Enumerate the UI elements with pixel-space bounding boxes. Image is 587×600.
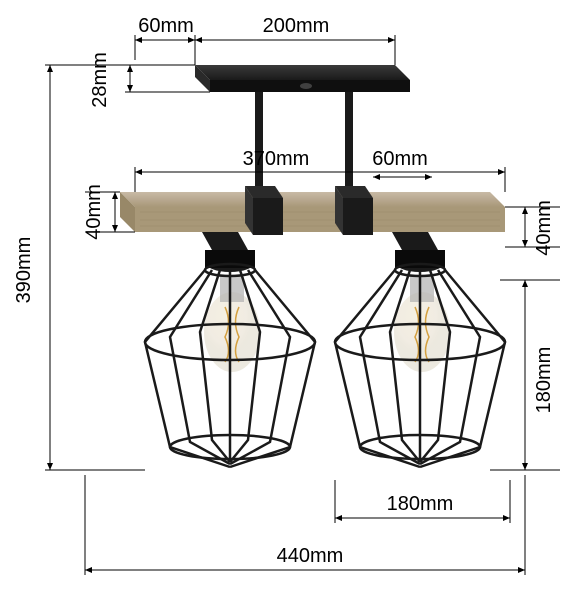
- dim-180mm-h: 180mm: [533, 347, 555, 414]
- dim-370mm: 370mm: [243, 148, 310, 170]
- dimension-labels: 60mm 200mm 28mm 370mm 60mm 40mm 40mm 390…: [13, 15, 555, 567]
- dim-200mm: 200mm: [263, 15, 330, 37]
- cage-right: [335, 264, 505, 467]
- dim-440mm: 440mm: [277, 545, 344, 567]
- wood-beam: [120, 192, 505, 232]
- dimension-diagram: 60mm 200mm 28mm 370mm 60mm 40mm 40mm 390…: [0, 0, 587, 600]
- light-left: [145, 232, 315, 467]
- dim-390mm: 390mm: [13, 237, 35, 304]
- dim-40mm-right: 40mm: [533, 200, 555, 256]
- dim-180mm-w: 180mm: [387, 493, 454, 515]
- bracket-right: [335, 186, 373, 235]
- bracket-left: [245, 186, 283, 235]
- rod-left: [255, 92, 263, 192]
- dim-28mm: 28mm: [89, 52, 111, 108]
- cage-left: [145, 264, 315, 467]
- rod-right: [345, 92, 353, 192]
- dim-60mm-bracket: 60mm: [372, 148, 428, 170]
- dim-40mm-left: 40mm: [83, 184, 105, 240]
- dim-60mm-top: 60mm: [138, 15, 194, 37]
- dimension-lines: [45, 35, 560, 575]
- light-right: [335, 232, 505, 467]
- product-illustration: [120, 65, 505, 467]
